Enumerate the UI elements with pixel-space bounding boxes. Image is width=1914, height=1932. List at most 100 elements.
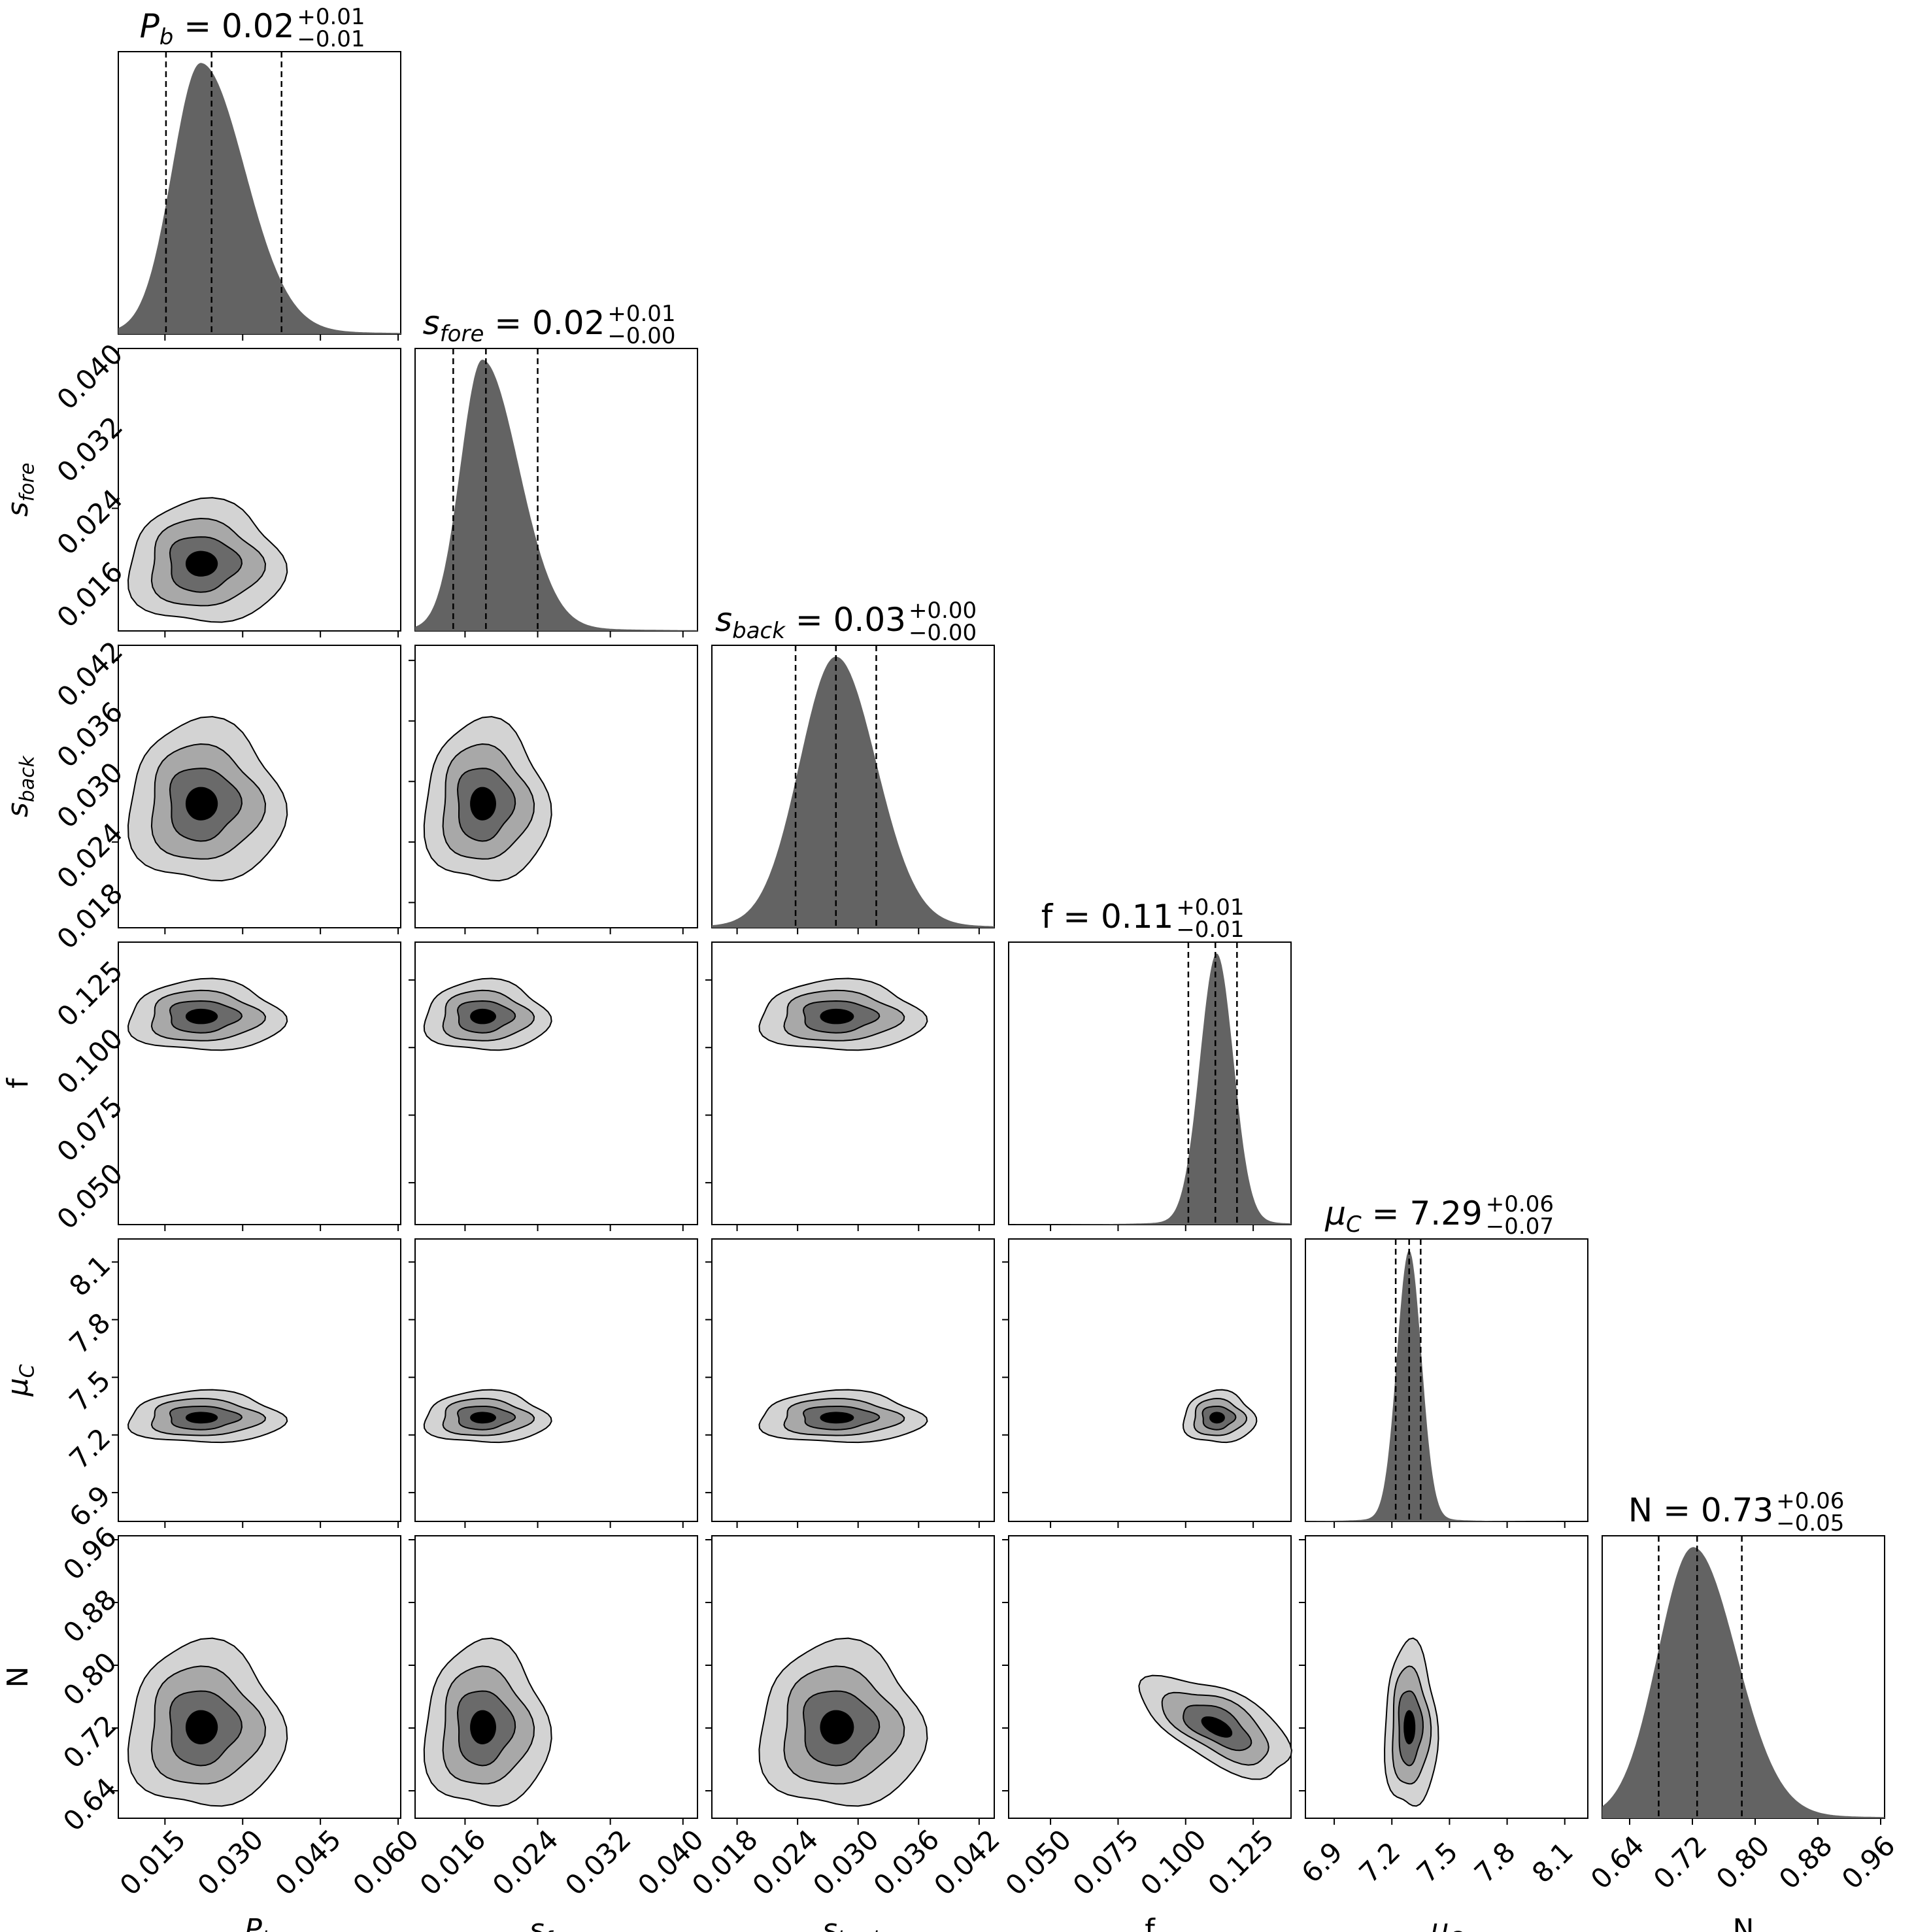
x-axis-label: sback — [822, 1913, 885, 1932]
x-axis-muC: 6.97.27.57.88.1 μC — [1295, 1836, 1579, 1932]
panel-frame — [414, 941, 698, 1225]
y-tick-label: 0.032 — [51, 410, 129, 488]
x-tick-label: 6.9 — [1295, 1836, 1349, 1890]
title-label: f = 0.11 — [1041, 898, 1174, 936]
title-label: sback = 0.03 — [715, 601, 906, 644]
contour-panel-Pb-sback — [112, 645, 401, 934]
contour-level-4 — [1209, 1412, 1225, 1424]
x-tick-label: 0.80 — [1710, 1829, 1776, 1895]
y-tick-label: 0.72 — [57, 1708, 123, 1774]
contour-panel-sback-muC — [705, 1238, 995, 1528]
y-axis-label: sfore — [1, 463, 39, 517]
panel-frame — [414, 1238, 698, 1522]
y-tick-label: 0.036 — [51, 696, 129, 774]
contour-level-4 — [470, 1412, 497, 1424]
x-tick-label: 0.72 — [1647, 1829, 1713, 1895]
y-tick-label: 0.018 — [51, 877, 129, 955]
x-tick-label: 0.96 — [1836, 1829, 1902, 1895]
x-tick-label: 0.030 — [192, 1823, 270, 1902]
contour-panel-sfore-sback — [409, 645, 698, 934]
title-upper-error: +0.01 — [607, 301, 675, 327]
x-axis-label: μC — [1430, 1913, 1463, 1932]
x-tick-label: 0.016 — [414, 1823, 492, 1902]
histogram-N — [1602, 1547, 1885, 1818]
y-tick-label: 8.1 — [63, 1249, 116, 1302]
y-tick-label: 0.016 — [51, 556, 129, 634]
y-tick-label: 0.040 — [51, 337, 129, 416]
x-tick-label: 0.042 — [928, 1823, 1006, 1902]
x-tick-label: 7.5 — [1411, 1836, 1464, 1890]
contour-panel-Pb-f — [112, 941, 401, 1231]
hist-panel-Pb: Pb = 0.02 +0.01−0.01 — [118, 4, 401, 341]
contour-level-4 — [1201, 1716, 1233, 1738]
histogram-sback — [712, 656, 994, 928]
title-upper-error: +0.06 — [1486, 1191, 1554, 1217]
contour-panel-sfore-N — [409, 1535, 698, 1825]
x-axis-label: Pb — [244, 1913, 275, 1932]
title-lower-error: −0.01 — [1176, 917, 1244, 943]
x-tick-label: 0.075 — [1067, 1823, 1145, 1902]
panel-frame — [1305, 1535, 1588, 1819]
contour-level-4 — [185, 1710, 218, 1745]
contour-panel-f-N — [1002, 1535, 1292, 1825]
contour-level-4 — [820, 1412, 854, 1424]
contour-level-4 — [820, 1710, 854, 1745]
x-axis-label: N — [1733, 1913, 1754, 1932]
contour-panel-sfore-muC — [409, 1238, 698, 1528]
contour-level-4 — [185, 1412, 218, 1424]
title-label: sfore = 0.02 — [423, 304, 605, 347]
panel-frame — [118, 1238, 401, 1522]
hist-panel-sback: sback = 0.03 +0.00−0.00 — [711, 598, 995, 934]
x-axis-N: 0.640.720.800.880.96 N — [1585, 1829, 1902, 1932]
hist-panel-f: f = 0.11 +0.01−0.01 — [1008, 894, 1292, 1231]
contour-level-4 — [470, 787, 497, 821]
title-lower-error: −0.00 — [909, 620, 977, 646]
panel-frame — [118, 941, 401, 1225]
panel-frame — [1008, 1238, 1292, 1522]
hist-panel-N: N = 0.73 +0.06−0.05 — [1602, 1488, 1885, 1825]
x-tick-label: 0.100 — [1134, 1823, 1213, 1902]
contour-panel-sfore-f — [409, 941, 698, 1231]
x-tick-label: 0.060 — [346, 1823, 425, 1902]
x-axis-label: f — [1145, 1913, 1156, 1932]
y-tick-label: 0.64 — [57, 1771, 123, 1837]
contour-level-4 — [185, 1008, 218, 1025]
y-axis-label: f — [1, 1077, 35, 1089]
contour-level-4 — [470, 1008, 497, 1025]
y-tick-label: 0.050 — [51, 1157, 129, 1236]
x-tick-label: 0.045 — [269, 1823, 348, 1902]
x-tick-label: 0.88 — [1773, 1829, 1839, 1895]
contour-panel-f-muC — [1002, 1238, 1292, 1528]
hist-panel-muC: μC = 7.29 +0.06−0.07 — [1305, 1191, 1588, 1528]
y-tick-label: 7.2 — [63, 1422, 116, 1476]
title-upper-error: +0.06 — [1776, 1488, 1844, 1514]
title-upper-error: +0.01 — [297, 4, 365, 30]
title-upper-error: +0.01 — [1176, 894, 1244, 921]
title-label: N = 0.73 — [1628, 1491, 1773, 1529]
contour-level-4 — [820, 1008, 854, 1025]
title-N: N = 0.73 +0.06−0.05 — [1628, 1488, 1845, 1536]
y-axis-label: sback — [1, 754, 39, 817]
title-muC: μC = 7.29 +0.06−0.07 — [1324, 1191, 1554, 1240]
title-upper-error: +0.00 — [909, 598, 977, 624]
title-f: f = 0.11 +0.01−0.01 — [1041, 894, 1245, 943]
title-sfore: sfore = 0.02 +0.01−0.00 — [423, 301, 676, 349]
x-tick-label: 7.2 — [1353, 1836, 1407, 1890]
x-tick-label: 7.8 — [1468, 1836, 1522, 1890]
contour-panel-Pb-sfore — [112, 348, 401, 637]
y-tick-label: 0.075 — [51, 1090, 129, 1168]
title-lower-error: −0.05 — [1776, 1510, 1844, 1536]
y-tick-label: 6.9 — [63, 1480, 116, 1533]
title-lower-error: −0.00 — [607, 323, 675, 349]
x-tick-label: 0.125 — [1202, 1823, 1281, 1902]
y-axis-label: N — [1, 1667, 35, 1688]
y-axis-N: 0.640.720.800.880.96 N — [1, 1520, 123, 1837]
y-tick-label: 0.024 — [51, 483, 129, 561]
y-tick-label: 0.042 — [51, 635, 129, 713]
x-tick-label: 0.050 — [999, 1823, 1077, 1902]
